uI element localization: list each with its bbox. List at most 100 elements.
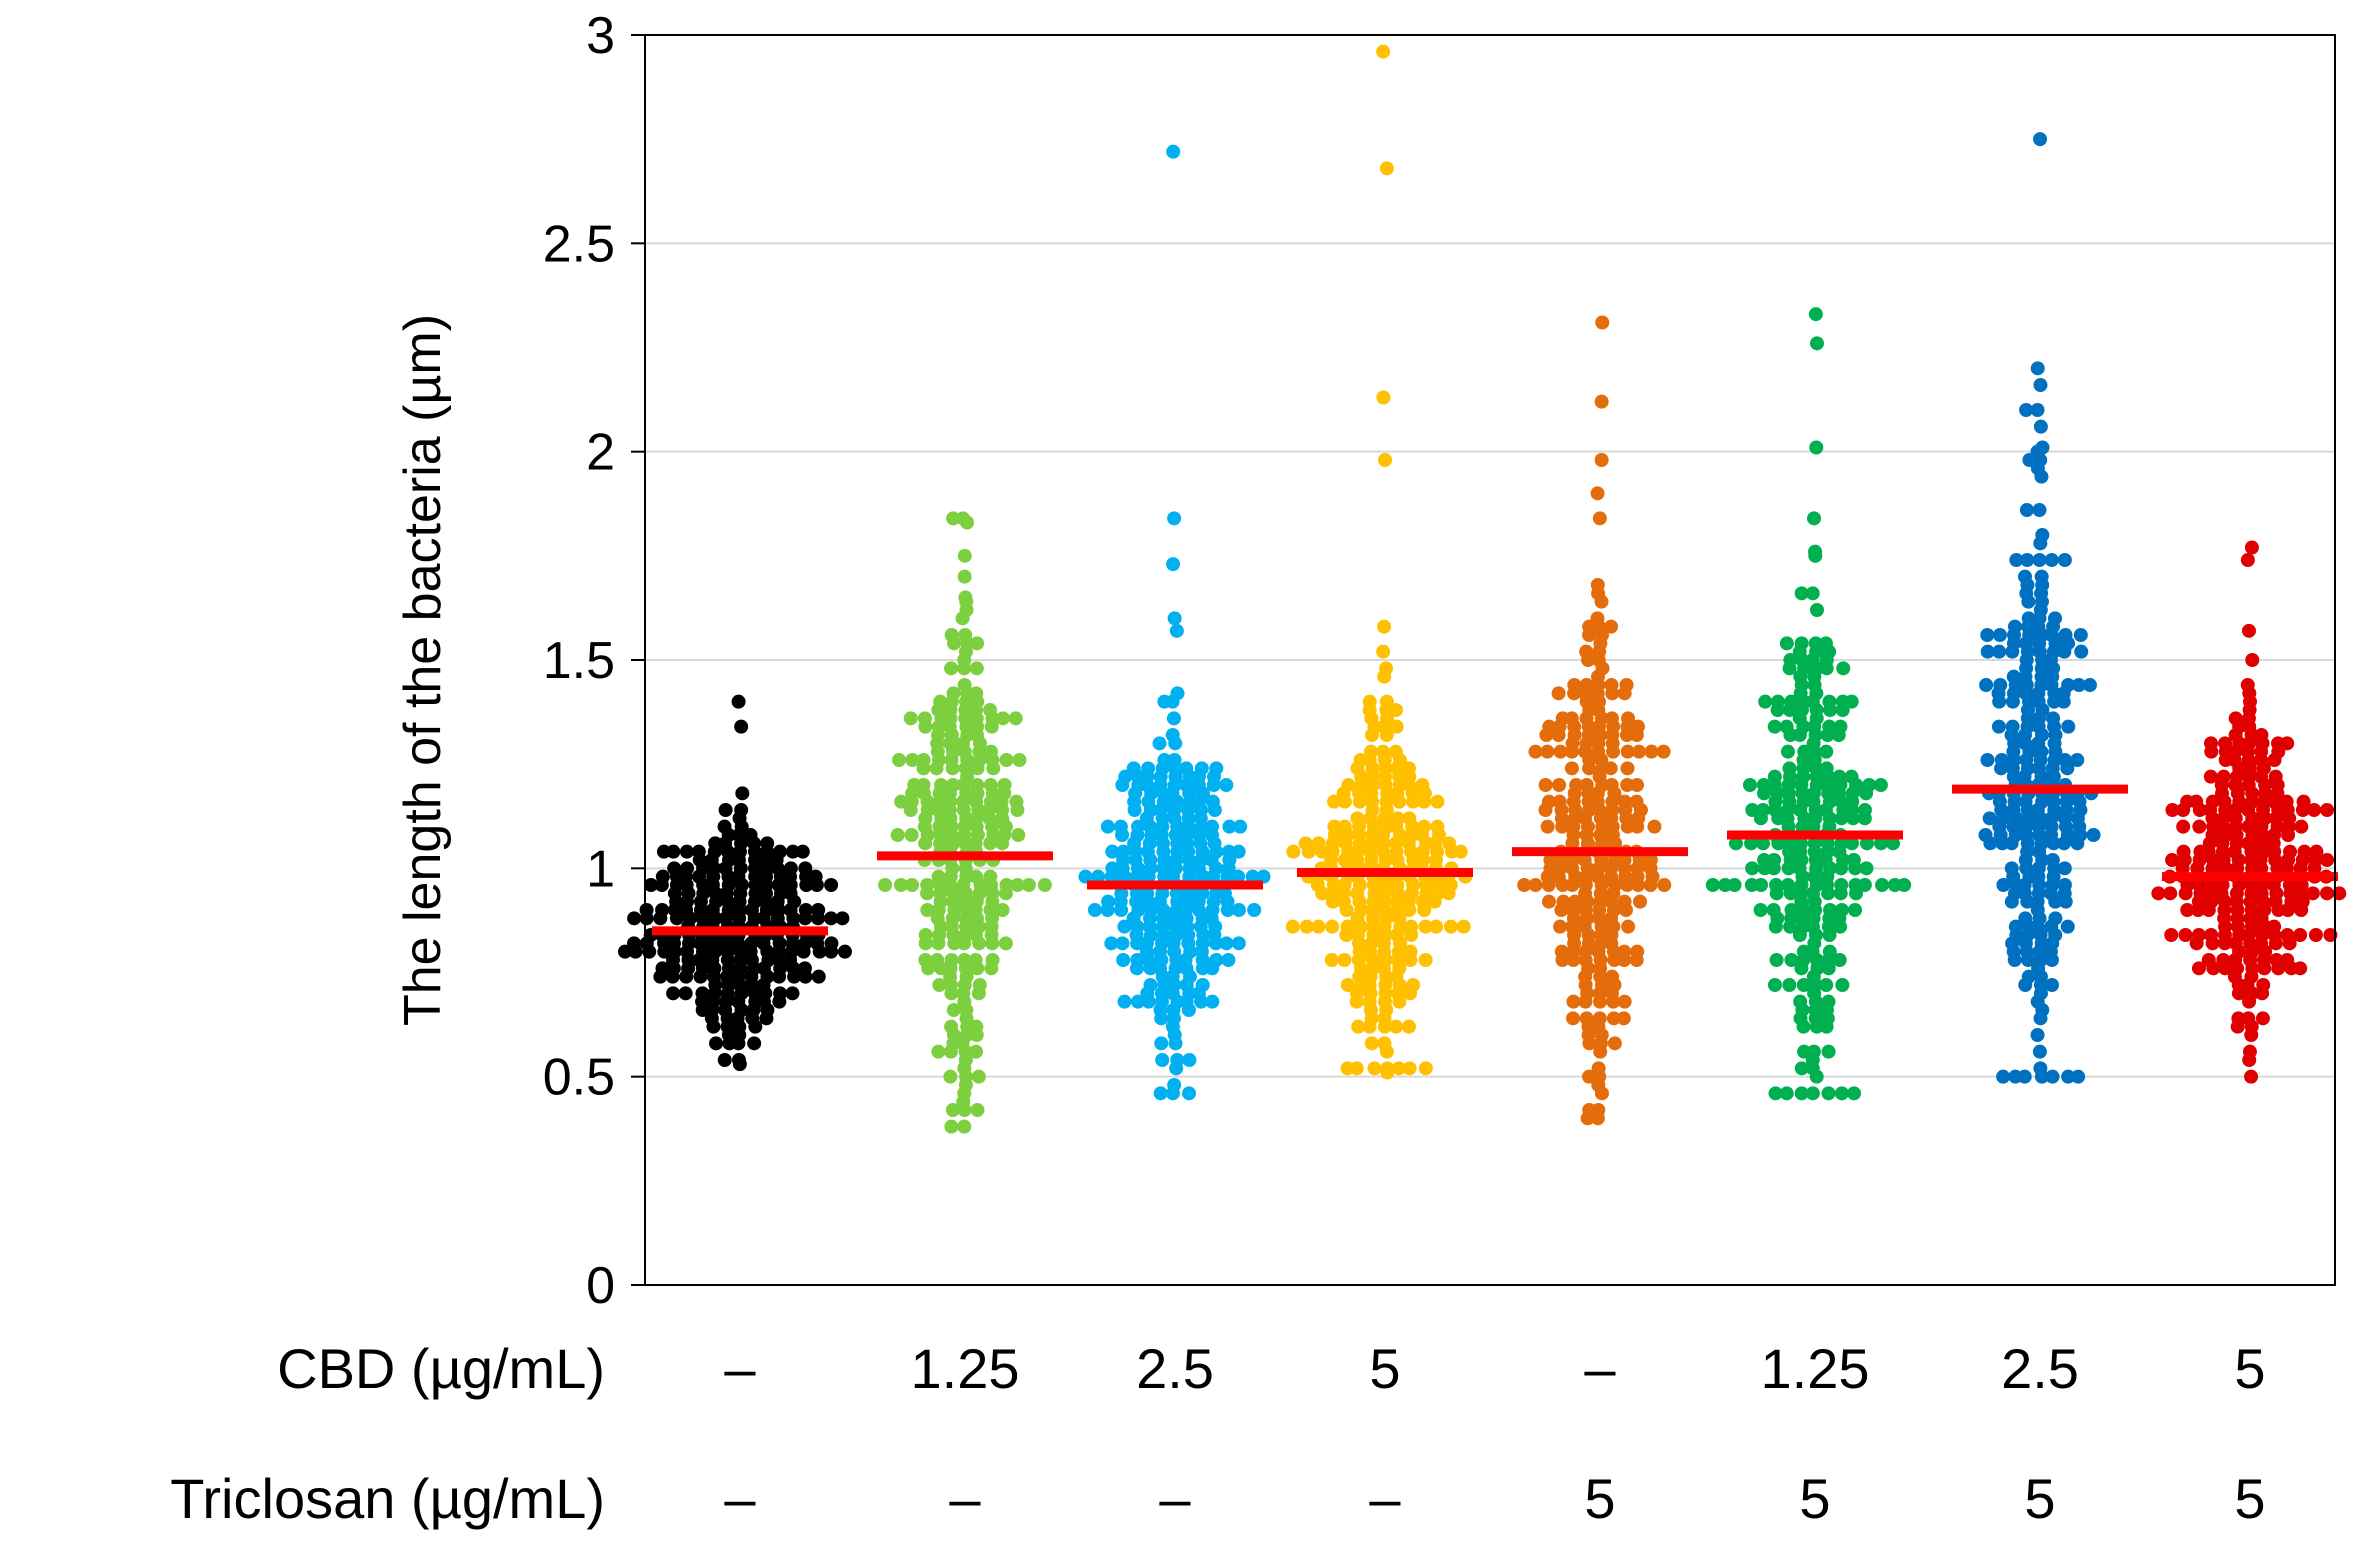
data-point [1770,703,1785,717]
data-point [1617,794,1632,809]
data-point [998,886,1013,901]
data-point [1378,853,1393,867]
data-point [1337,953,1352,967]
data-point [1393,828,1408,842]
data-point [1105,861,1120,876]
data-point [1128,786,1143,801]
data-point [1757,786,1772,801]
cbd-value-label: – [1584,1337,1616,1400]
data-point [2035,528,2050,542]
data-point [1376,44,1391,59]
data-point [1363,1003,1378,1017]
data-point [2020,703,2035,717]
data-point [1379,161,1394,176]
data-point [1192,794,1207,809]
data-point [1794,1086,1809,1101]
data-point [1130,886,1145,901]
data-point [1167,944,1182,959]
data-point [1769,886,1784,901]
data-point [1980,628,1995,642]
data-point [2073,628,2088,642]
data-point [1807,669,1822,684]
data-point [1745,803,1760,817]
data-point [1554,811,1569,826]
data-point [2205,861,2220,876]
data-point [1781,861,1796,876]
data-point [1647,819,1662,834]
data-point [1620,761,1635,776]
data-point [1810,336,1825,351]
data-point [1117,919,1132,934]
data-point [1231,903,1246,917]
data-point [970,1103,985,1117]
data-point [2243,936,2258,951]
data-point [1992,644,2007,659]
data-point [1564,761,1579,776]
data-point [2180,878,2195,892]
data-point [998,936,1013,951]
data-point [1566,1011,1581,1026]
data-point [1604,861,1619,876]
data-point [1115,936,1130,951]
data-point [2022,811,2037,826]
data-point [1012,753,1027,767]
data-point [2035,440,2050,455]
data-point [969,869,984,884]
data-point [959,719,974,734]
data-point [692,853,707,867]
data-point [718,803,733,817]
data-point [1992,628,2007,642]
data-point [958,919,973,934]
data-point [1155,969,1170,984]
data-point [2007,619,2022,634]
data-point [1819,744,1834,759]
data-point [1781,819,1796,834]
data-point [1581,961,1596,976]
data-point [2217,911,2232,926]
data-point [1087,903,1102,917]
data-point [2241,803,2256,817]
data-point [1809,769,1824,784]
data-point [969,703,984,717]
data-point [1388,1019,1403,1034]
data-point [2215,878,2230,892]
data-point [1834,878,1849,892]
data-point [643,878,658,892]
data-point [1195,978,1210,992]
data-point [1401,1019,1416,1034]
data-point [1833,919,1848,934]
data-point [1603,761,1618,776]
data-point [944,628,959,642]
data-point [2254,861,2269,876]
data-point [931,1044,946,1059]
data-point [1182,1053,1197,1067]
data-point [2033,986,2048,1001]
data-point [916,761,931,776]
data-point [983,703,998,717]
data-point [1231,869,1246,884]
data-point [1745,861,1760,876]
data-point [2044,828,2059,842]
data-point [970,719,985,734]
series-cbd-1.25 [878,511,1052,1134]
data-point [1167,803,1182,817]
data-point [732,1028,747,1042]
data-point [1339,903,1354,917]
data-point [1143,978,1158,992]
data-point [1364,936,1379,951]
data-point [1809,861,1824,876]
series-cbd-5 [1285,44,1473,1080]
gridlines [645,242,2335,1078]
data-point [693,894,708,909]
data-point [2046,711,2061,726]
data-point [2256,978,2271,992]
data-point [1807,511,1822,526]
data-point [1441,886,1456,901]
data-point [1796,978,1811,992]
data-point [2258,944,2273,959]
data-point [1796,944,1811,959]
data-point [2008,1069,2023,1084]
data-point [2180,903,2195,917]
data-point [2254,728,2269,742]
data-point [1565,836,1580,851]
